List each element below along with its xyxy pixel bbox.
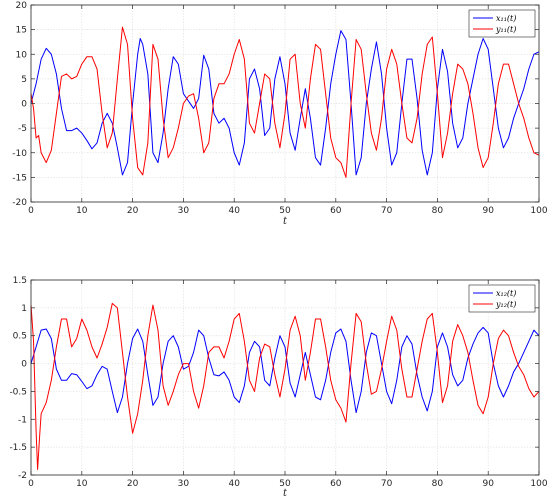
- y-tick-label: 0: [21, 100, 27, 110]
- x-tick-label: 20: [127, 206, 139, 216]
- x-tick-label: 90: [482, 206, 494, 216]
- series-line-y: [30, 26, 540, 178]
- x-tick-label: 50: [279, 479, 291, 489]
- legend-entry-label: x₁₁(t): [496, 14, 516, 23]
- x-tick-label: 20: [127, 479, 139, 489]
- x-tick-label: 30: [178, 479, 190, 489]
- x-axis-label: t: [283, 488, 288, 499]
- x-tick-label: 50: [279, 206, 291, 216]
- x-tick-label: 80: [432, 206, 444, 216]
- legend-entry-label: y₁₂(t): [495, 300, 516, 309]
- x-tick-label: 0: [28, 479, 34, 489]
- chart-bottom: 0 10 20 30 40 50 60 70 80 90 100 -2 -1.5 -1 -0.5 0 0.5 1 1…: [9, 276, 547, 499]
- x-tick-label: 100: [530, 479, 547, 489]
- y-tick-label: -1.5: [9, 443, 27, 453]
- x-tick-label: 60: [330, 206, 342, 216]
- x-axis-label: t: [283, 216, 288, 227]
- x-tick-label: 10: [76, 206, 88, 216]
- y-tick-label: 0.5: [13, 332, 27, 342]
- x-tick-label: 80: [432, 479, 444, 489]
- y-tick-label: 10: [16, 50, 28, 60]
- legend-box: [468, 9, 536, 38]
- x-tick-label: 10: [76, 479, 88, 489]
- series-line-y: [30, 302, 540, 470]
- x-tick-label: 70: [381, 479, 393, 489]
- y-tick-label: -2: [18, 471, 27, 481]
- series-line-x: [30, 326, 540, 414]
- y-tick-label: 1.5: [13, 276, 27, 286]
- y-tick-label: -10: [12, 149, 27, 159]
- y-tick-label: 0: [21, 360, 27, 370]
- x-tick-label: 30: [178, 206, 190, 216]
- y-tick-label: -1: [18, 415, 27, 425]
- y-tick-label: 1: [21, 304, 27, 314]
- x-tick-label: 100: [530, 206, 547, 216]
- legend-entry-label: x₁₂(t): [496, 289, 516, 298]
- y-tick-label: -0.5: [9, 387, 27, 397]
- y-tick-label: -15: [12, 173, 27, 183]
- y-tick-label: 20: [16, 1, 28, 11]
- x-tick-label: 60: [330, 479, 342, 489]
- x-tick-label: 40: [228, 206, 240, 216]
- series-line-x: [30, 30, 540, 176]
- y-tick-label: 5: [21, 75, 27, 85]
- y-tick-label: -5: [18, 124, 27, 134]
- x-tick-label: 90: [482, 479, 494, 489]
- legend-entry-label: y₁₁(t): [495, 25, 516, 34]
- y-tick-label: 15: [16, 26, 27, 36]
- legend-box: [468, 284, 536, 313]
- x-tick-label: 70: [381, 206, 393, 216]
- x-tick-label: 0: [28, 206, 34, 216]
- y-tick-label: -20: [12, 198, 27, 208]
- x-tick-label: 40: [228, 479, 240, 489]
- chart-top: 0 10 20 30 40 50 60 70 80 90 100 -20 -15 -10 -5 0 5 10 15 2…: [12, 1, 548, 227]
